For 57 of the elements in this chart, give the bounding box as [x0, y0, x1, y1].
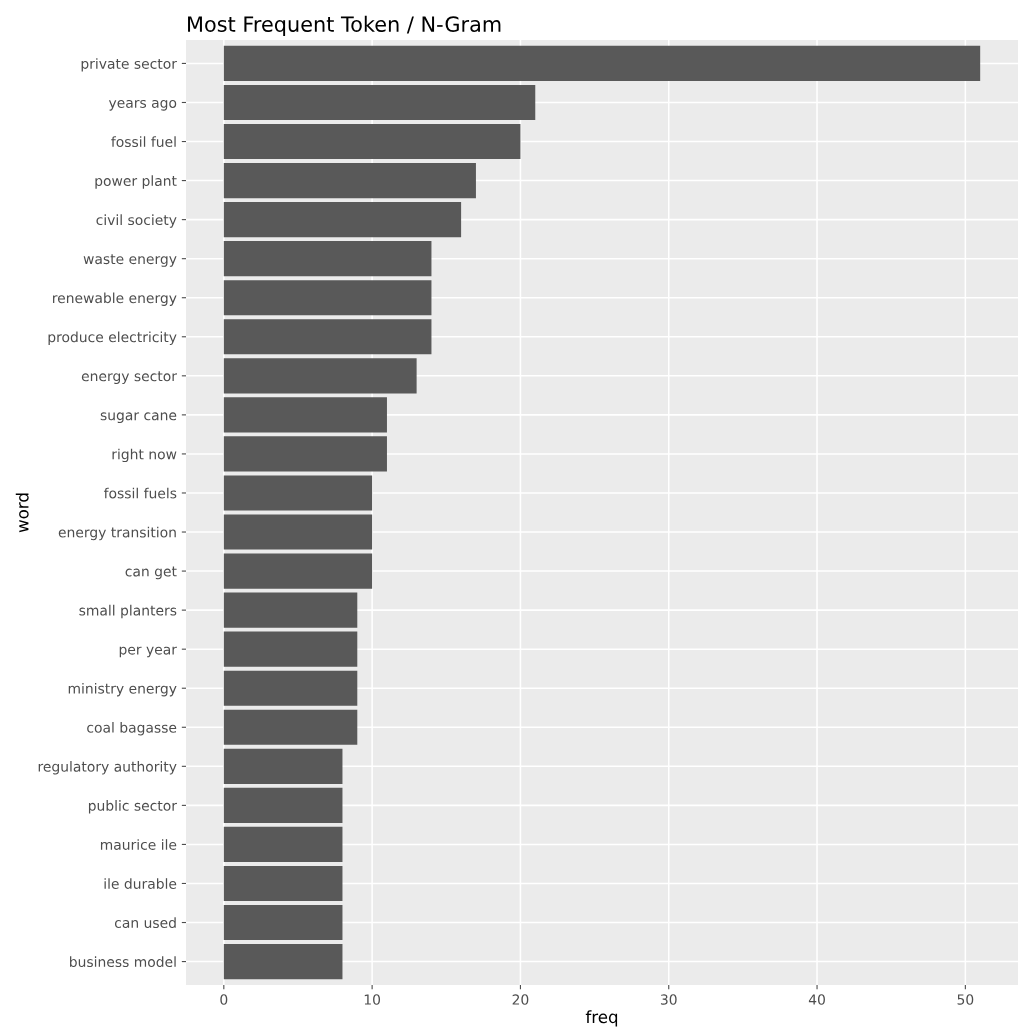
y-tick-label: business model — [70, 956, 176, 968]
y-tick-label: fossil fuels — [103, 487, 177, 499]
bar — [223, 826, 343, 862]
y-tick-label: small planters — [79, 604, 177, 619]
bar — [223, 397, 387, 433]
bar — [223, 475, 373, 511]
bar — [223, 514, 373, 550]
bar — [223, 865, 343, 902]
y-tick-label: fossil fuel — [111, 136, 176, 147]
bar — [223, 670, 358, 706]
chart-title: Most Frequent Token / N-Gram — [188, 15, 501, 36]
bar — [223, 904, 343, 941]
bar — [223, 436, 387, 472]
bar — [223, 319, 432, 355]
bar — [223, 748, 343, 784]
y-axis-title: word — [15, 493, 29, 533]
y-tick-label: right now — [112, 448, 177, 463]
y-tick-label: years ago — [108, 99, 177, 111]
y-tick-label: produce electricity — [48, 331, 177, 345]
x-tick-label: 40 — [808, 994, 825, 1005]
y-tick-label: regulatory authority — [38, 761, 177, 775]
x-tick-label: 30 — [660, 994, 677, 1005]
y-tick-label: sugar cane — [100, 412, 177, 424]
y-tick-label: energy sector — [81, 371, 177, 384]
y-tick-label: civil society — [96, 214, 177, 228]
y-tick-label: renewable energy — [53, 292, 177, 306]
y-tick-label: energy transition — [58, 526, 176, 541]
x-tick-label: 10 — [364, 994, 381, 1005]
bar — [223, 163, 476, 199]
bar — [223, 280, 432, 316]
x-tick-label: 20 — [512, 994, 529, 1005]
y-tick-label: can used — [114, 917, 176, 928]
y-tick-label: can get — [125, 566, 177, 580]
bar — [223, 241, 432, 277]
y-tick-label: ile durable — [104, 878, 177, 889]
bar — [223, 787, 343, 823]
bar — [223, 358, 417, 394]
y-tick-label: power plant — [95, 175, 177, 189]
bar — [223, 944, 343, 980]
bar — [223, 553, 373, 589]
bar — [223, 592, 358, 628]
bar — [223, 45, 981, 81]
y-tick-label: waste energy — [83, 254, 177, 267]
bar — [223, 123, 521, 160]
x-tick-label: 0 — [220, 994, 228, 1005]
x-axis-title: freq — [585, 1010, 618, 1027]
bar — [223, 202, 462, 238]
x-tick-label: 50 — [957, 994, 974, 1005]
y-tick-label: public sector — [88, 800, 177, 814]
y-tick-label: private sector — [81, 58, 177, 72]
bar — [223, 84, 536, 121]
y-tick-label: per year — [119, 646, 177, 658]
bar — [223, 709, 358, 745]
y-tick-label: ministry energy — [68, 682, 177, 697]
y-tick-label: maurice ile — [100, 839, 177, 850]
bar — [223, 631, 358, 667]
y-tick-label: coal bagasse — [87, 722, 177, 736]
